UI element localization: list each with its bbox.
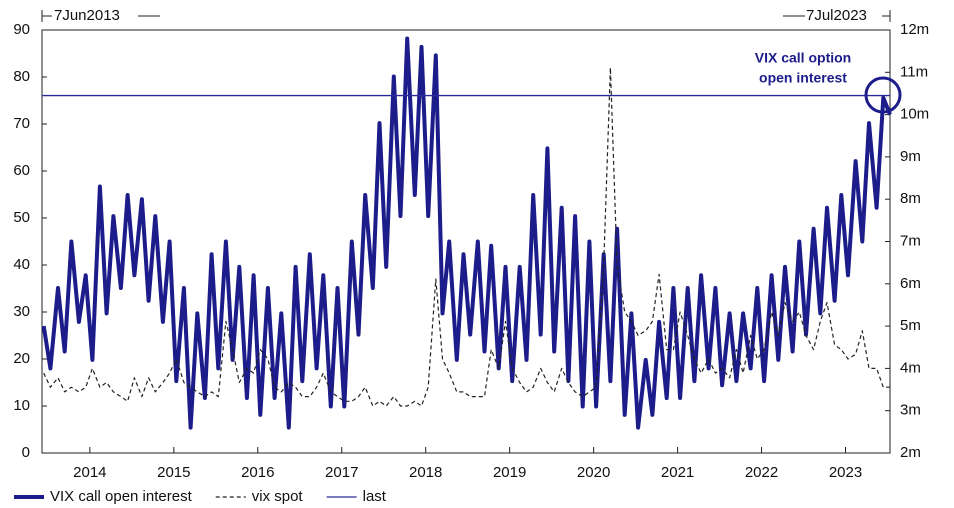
y2-tick-label: 4m <box>900 359 921 376</box>
y2-tick-label: 11m <box>900 63 928 80</box>
x-tick-label: 2019 <box>493 464 526 481</box>
x-tick-label: 2015 <box>157 464 190 481</box>
annotation: VIX call option <box>755 50 851 66</box>
x-tick-label: 2022 <box>745 464 778 481</box>
y2-tick-label: 10m <box>900 106 929 123</box>
x-tick-label: 2021 <box>661 464 694 481</box>
y2-tick-label: 5m <box>900 317 921 334</box>
y-tick-label: 60 <box>13 162 30 179</box>
x-tick-label: 2016 <box>241 464 274 481</box>
y-tick-label: 10 <box>13 397 30 414</box>
legend-label: last <box>363 488 387 505</box>
y2-tick-label: 9m <box>900 148 921 165</box>
x-tick-label: 2018 <box>409 464 442 481</box>
y2-tick-label: 2m <box>900 444 921 461</box>
y-tick-label: 40 <box>13 256 30 273</box>
y-tick-label: 30 <box>13 303 30 320</box>
x-tick-label: 2020 <box>577 464 610 481</box>
y-tick-label: 90 <box>13 21 30 38</box>
x-tick-label: 2023 <box>829 464 862 481</box>
y2-tick-label: 3m <box>900 402 921 419</box>
y-tick-label: 70 <box>13 115 30 132</box>
y2-tick-label: 6m <box>900 275 921 292</box>
series-line <box>41 36 892 430</box>
highlight-circle <box>864 76 902 114</box>
y2-tick-label: 7m <box>900 232 921 249</box>
legend-label: VIX call open interest <box>50 488 193 505</box>
y2-tick-label: 12m <box>900 21 929 38</box>
y-tick-label: 50 <box>13 209 30 226</box>
y2-tick-label: 8m <box>900 190 921 207</box>
y-tick-label: 20 <box>13 350 30 367</box>
end-date: 7Jul2023 <box>806 7 867 24</box>
x-tick-label: 2014 <box>73 464 106 481</box>
annotation: open interest <box>759 70 847 86</box>
legend-label: vix spot <box>252 488 304 505</box>
x-tick-label: 2017 <box>325 464 358 481</box>
y-tick-label: 0 <box>22 444 30 461</box>
start-date: 7Jun2013 <box>54 7 120 24</box>
y-tick-label: 80 <box>13 68 30 85</box>
series-line <box>43 67 890 407</box>
